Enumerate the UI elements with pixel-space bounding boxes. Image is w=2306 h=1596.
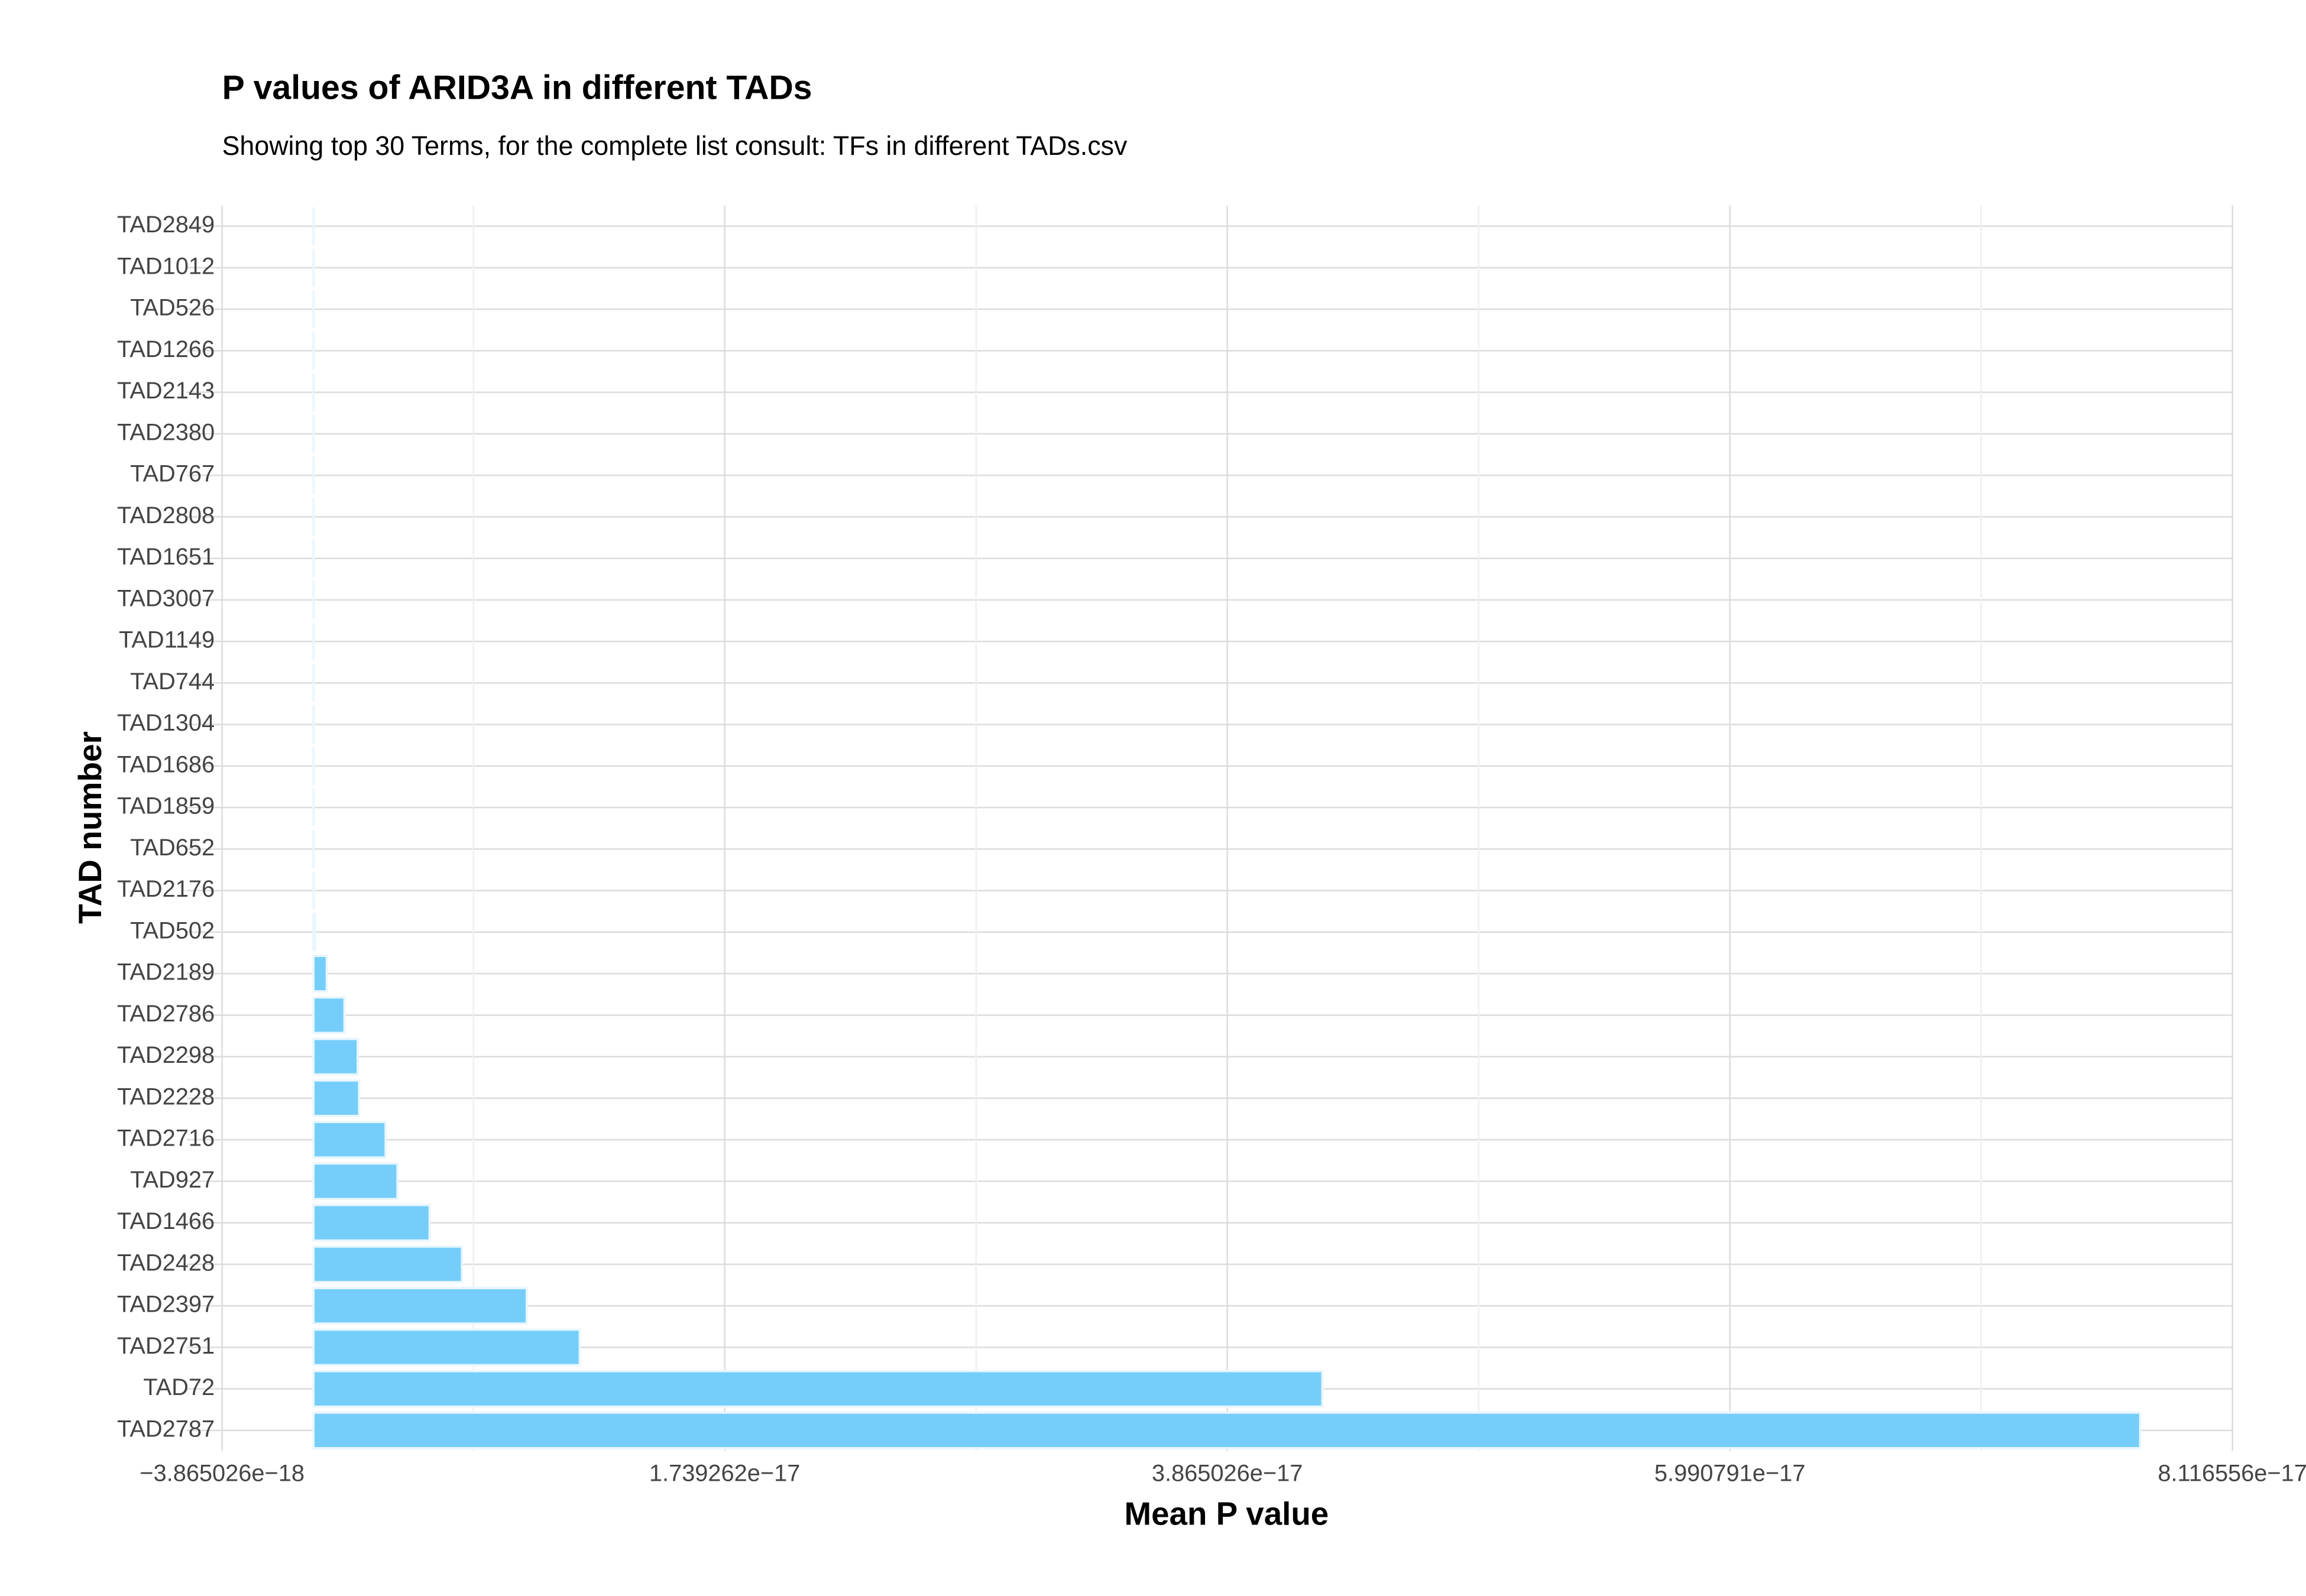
y-tick-label: TAD526 [130, 295, 215, 321]
y-tick-label: TAD1651 [117, 544, 215, 570]
y-tick-label: TAD744 [130, 669, 215, 695]
x-tick-label: 8.116556e−17 [2158, 1460, 2306, 1486]
y-tick-label: TAD2716 [117, 1125, 215, 1151]
y-axis-label: TAD number [72, 731, 108, 924]
y-tick-label: TAD2189 [117, 959, 215, 985]
y-tick-label: TAD2176 [117, 876, 215, 902]
y-tick-label: TAD72 [143, 1374, 215, 1400]
bar [312, 996, 346, 1034]
y-tick-label: TAD502 [130, 917, 215, 943]
y-tick-label: TAD927 [130, 1167, 215, 1193]
bar [312, 1287, 528, 1325]
y-tick-label: TAD2228 [117, 1084, 215, 1110]
chart-title: P values of ARID3A in different TADs [222, 69, 812, 107]
x-axis-label: Mean P value [1125, 1495, 1329, 1532]
bar [312, 1079, 361, 1117]
y-tick-label: TAD2787 [117, 1416, 215, 1442]
y-tick-label: TAD2298 [117, 1042, 215, 1068]
y-tick-label: TAD2808 [117, 502, 215, 528]
bar [312, 1245, 464, 1283]
y-tick-label: TAD1304 [117, 710, 215, 736]
bar [312, 1037, 359, 1076]
bar [312, 1204, 431, 1242]
y-tick-label: TAD1149 [119, 627, 215, 653]
y-tick-label: TAD2143 [117, 378, 215, 404]
y-tick-label: TAD1466 [117, 1208, 215, 1234]
bar [312, 1328, 581, 1367]
y-tick-label: TAD2751 [117, 1333, 215, 1359]
x-tick-label: 1.739262e−17 [649, 1460, 800, 1486]
bar [312, 1412, 2142, 1449]
y-tick-label: TAD1012 [117, 253, 215, 279]
x-tick-label: −3.865026e−18 [140, 1460, 305, 1486]
bar [312, 1162, 399, 1201]
y-tick-label: TAD2397 [117, 1292, 215, 1318]
y-tick-label: TAD652 [130, 835, 215, 861]
bar [312, 955, 328, 992]
y-tick-label: TAD2849 [117, 212, 215, 238]
bar [312, 1370, 1324, 1408]
bar [312, 913, 316, 951]
y-tick-label: TAD1859 [117, 793, 215, 819]
x-tick-label: 3.865026e−17 [1152, 1460, 1303, 1486]
y-tick-label: TAD767 [130, 461, 215, 487]
y-tick-label: TAD1686 [117, 751, 215, 777]
x-tick-label: 5.990791e−17 [1654, 1460, 1805, 1486]
bar [312, 1121, 387, 1159]
y-tick-label: TAD2380 [117, 419, 215, 445]
chart-subtitle: Showing top 30 Terms, for the complete l… [222, 131, 1128, 161]
y-tick-label: TAD2786 [117, 1001, 215, 1027]
y-tick-label: TAD3007 [117, 585, 215, 611]
y-tick-label: TAD1266 [117, 336, 215, 362]
y-tick-label: TAD2428 [117, 1250, 215, 1276]
